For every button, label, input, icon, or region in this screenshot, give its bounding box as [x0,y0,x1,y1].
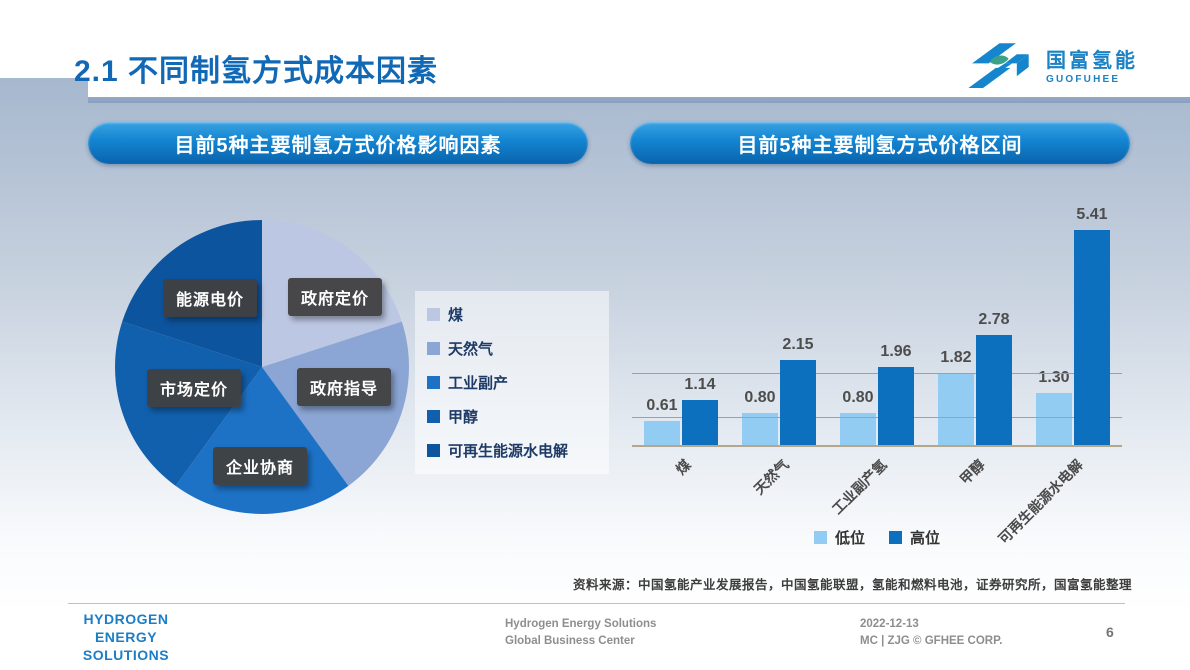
bar-value-label: 2.78 [978,310,1010,328]
pie-legend-item: 煤 [427,304,597,325]
bar-legend: 低位 高位 [632,527,1122,548]
bar-高位: 2.78 [976,311,1012,445]
pie-legend-label: 工业副产 [448,375,509,392]
source-note: 资料来源：中国氢能产业发展报告，中国氢能联盟，氢能和燃料电池，证券研究所，国富氢… [572,578,1132,592]
bar-group: 1.82 2.78 甲醇 [926,195,1024,488]
footer-center: Hydrogen Energy Solutions Global Busines… [505,616,656,651]
bar-value-label: 0.61 [646,396,678,414]
legend-swatch [427,410,440,423]
pie-slice-label: 能源电价 [163,279,258,317]
pie-legend-label: 可再生能源水电解 [448,443,569,460]
bar-value-label: 1.96 [880,343,912,361]
pie-legend-label: 煤 [448,307,464,324]
footer-right: 2022-12-13 MC | ZJG © GFHEE CORP. [860,616,1002,651]
bar-group: 1.30 5.41 可再生能源水电解 [995,195,1122,547]
bar-legend-label: 低位 [834,530,865,547]
company-logo: 国富氢能 GUOFUHEE [952,38,1138,96]
bar-group: 0.80 1.96 工业副产氢 [828,195,926,517]
bar-chart: 0.61 1.14 煤 0.80 2.15 天然气 0.80 1.96 工业副产氢 1.82 2.7… [632,195,1122,570]
logo-subtitle: GUOFUHEE [1046,73,1121,85]
category-label: 工业副产氢 [828,456,890,518]
bar-plot: 0.61 1.14 煤 0.80 2.15 天然气 0.80 1.96 工业副产氢 1.82 2.7… [632,195,1122,547]
bar-value-label: 1.14 [684,375,716,393]
gridline [632,417,1122,419]
bar-低位: 0.61 [644,397,680,445]
bar-legend-label: 高位 [910,530,941,547]
pie-legend-item: 天然气 [427,338,597,359]
right-panel-header: 目前5种主要制氢方式价格区间 [630,122,1130,164]
legend-swatch [427,444,440,457]
pie-slice-label: 企业协商 [213,447,308,485]
pie-legend-item: 甲醇 [427,406,597,427]
footer-divider [68,603,1125,604]
legend-swatch [427,342,440,355]
footer-copyright: MC | ZJG © GFHEE CORP. [860,635,1003,648]
bar-legend-item: 低位 [813,527,865,548]
bar-低位: 0.80 [742,389,778,445]
pie-legend-label: 甲醇 [448,409,479,426]
bar-高位: 5.41 [1074,206,1110,445]
bar-legend-item: 高位 [889,527,940,548]
bar-value-label: 0.80 [744,389,776,407]
category-label: 煤 [672,456,694,478]
footer-center-line: Global Business Center [505,635,635,648]
footer-brand-line: SOLUTIONS [82,647,170,664]
bar-value-label: 1.82 [940,348,972,366]
pie-slice-label: 政府指导 [297,368,392,406]
bar-value-label: 0.80 [842,389,874,407]
bar-低位: 0.80 [840,389,876,445]
pie-chart: 政府定价政府指导企业协商 市场定价 能源电价 煤天然气工业副产甲醇可再生能源水电解 [100,205,609,540]
left-panel-header: 目前5种主要制氢方式价格影响因素 [88,122,588,164]
bar-value-label: 2.15 [782,335,814,353]
header-background [88,78,1190,97]
legend-swatch [813,531,827,544]
page-title: 2.1 不同制氢方式成本因素 [74,55,439,88]
bar-高位: 1.14 [682,376,718,445]
bar-高位: 1.96 [878,343,914,445]
logo-name: 国富氢能 [1046,49,1138,72]
legend-swatch [427,376,440,389]
pie-legend-item: 可再生能源水电解 [427,440,597,461]
pie-legend-item: 工业副产 [427,372,597,393]
bar-低位: 1.82 [938,349,974,445]
footer-brand-line: ENERGY [94,629,158,646]
category-label: 天然气 [750,456,792,498]
pie-slice-label: 政府定价 [288,278,383,316]
footer-date: 2022-12-13 [860,618,919,630]
bar-group: 0.80 2.15 天然气 [730,195,828,497]
legend-swatch [427,308,440,321]
bar-value-label: 5.41 [1076,206,1108,224]
bar-低位: 1.30 [1036,369,1072,445]
logo-text: 国富氢能 GUOFUHEE [1046,50,1138,85]
footer-brand-line: HYDROGEN [83,611,169,627]
bar-高位: 2.15 [780,336,816,445]
gridline [632,372,1122,374]
header-divider [88,97,1190,103]
bar-value-label: 1.30 [1038,369,1070,387]
pie-legend-label: 天然气 [448,341,494,358]
legend-swatch [889,531,902,544]
footer-center-line: Hydrogen Energy Solutions [505,618,657,630]
category-label: 甲醇 [956,456,988,488]
bar-group: 0.61 1.14 煤 [632,195,730,478]
page-number: 6 [1106,624,1114,640]
pie-slice-label: 市场定价 [147,369,242,407]
footer-brand: HYDROGEN ENERGY SOLUTIONS [70,610,182,665]
logo-mark-icon [968,43,1029,88]
pie-legend: 煤天然气工业副产甲醇可再生能源水电解 [415,291,609,474]
